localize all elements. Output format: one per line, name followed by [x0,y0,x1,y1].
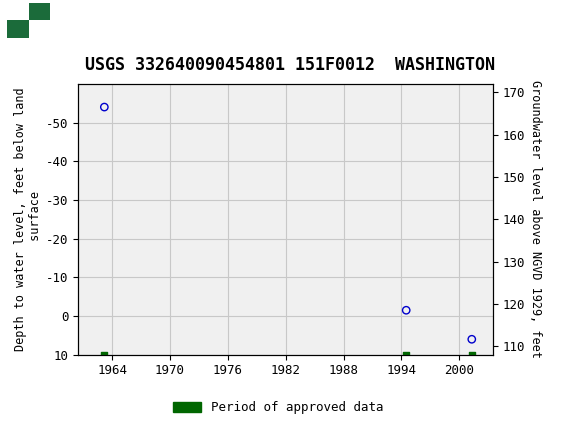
Legend: Period of approved data: Period of approved data [168,396,389,419]
Point [401,307,411,314]
Point [467,336,476,343]
Text: USGS 332640090454801 151F0012  WASHINGTON: USGS 332640090454801 151F0012 WASHINGTON [85,55,495,74]
Y-axis label: Depth to water level, feet below land
 surface: Depth to water level, feet below land su… [14,87,42,351]
Point [467,351,476,358]
Bar [29,3,50,20]
Y-axis label: Groundwater level above NGVD 1929, feet: Groundwater level above NGVD 1929, feet [530,80,542,358]
Text: USGS: USGS [57,10,121,31]
Bar [29,20,50,37]
Point [100,351,109,358]
Bar [7,3,29,20]
Bar [7,20,29,37]
Point [100,104,109,111]
Point [401,351,411,358]
Bar [7,3,50,37]
